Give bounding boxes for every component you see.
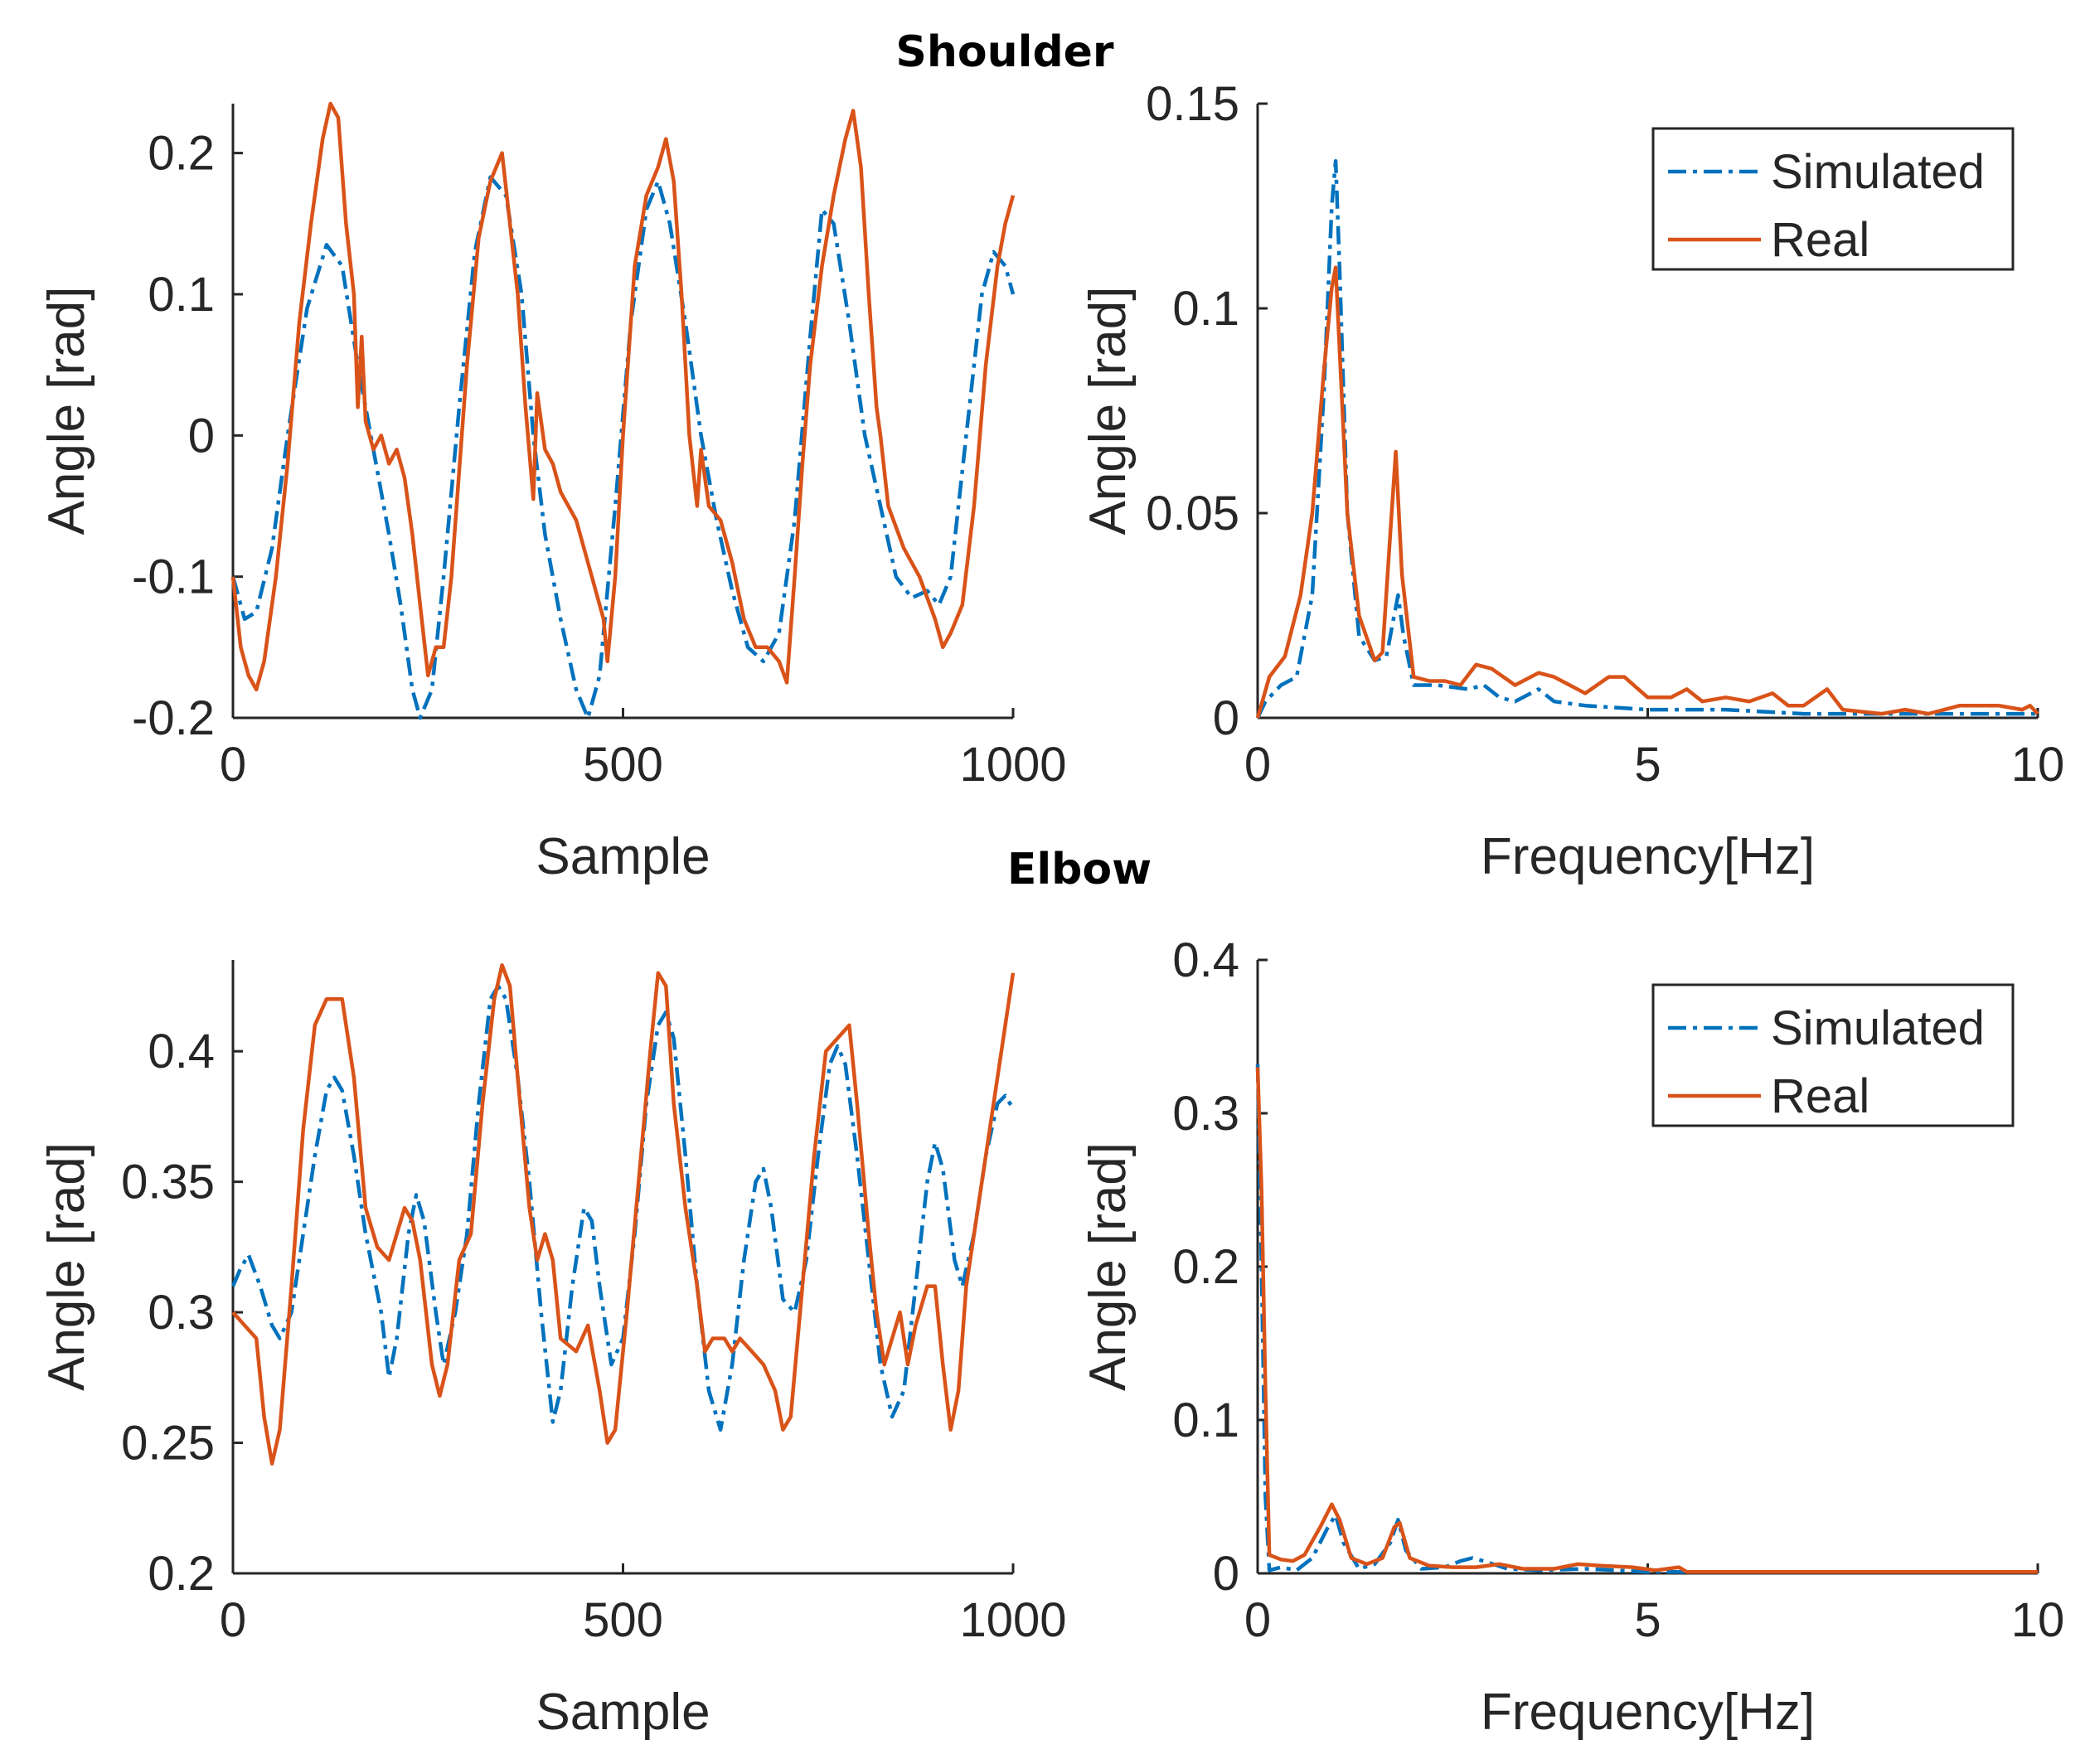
shoulder-freq-y-tick-label: 0.15 bbox=[1146, 77, 1239, 131]
shoulder-time-y-tick-label: -0.2 bbox=[132, 691, 215, 745]
shoulder-time-x-tick-label: 1000 bbox=[959, 738, 1066, 792]
elbow-time-x-tick-label: 0 bbox=[220, 1593, 246, 1647]
shoulder-freq-x-tick-label: 0 bbox=[1244, 738, 1271, 792]
shoulder-freq-y-label: Angle [rad] bbox=[1079, 287, 1137, 536]
shoulder-time-panel: 0 500 1000 -0.2 -0.1 0 0.1 0.2 Sample Angle [rad] bbox=[38, 101, 1067, 885]
shoulder-time-y-tick-label: 0.2 bbox=[148, 127, 215, 181]
shoulder-freq-legend-label-real: Real bbox=[1771, 213, 1869, 267]
elbow-freq-x-label: Frequency[Hz] bbox=[1481, 1684, 1815, 1741]
shoulder-time-x-label: Sample bbox=[536, 828, 710, 885]
elbow-freq-y-tick-label: 0.4 bbox=[1172, 933, 1239, 987]
elbow-freq-y-tick-label: 0.2 bbox=[1172, 1240, 1239, 1294]
shoulder-freq-series-real bbox=[1255, 265, 2039, 719]
elbow-freq-x-tick-label: 5 bbox=[1634, 1593, 1661, 1647]
elbow-freq-series-real bbox=[1255, 1067, 2038, 1574]
elbow-freq-legend: Simulated Real bbox=[1651, 983, 2015, 1127]
elbow-time-series-real bbox=[231, 963, 1016, 1466]
section-title-elbow: Elbow bbox=[1007, 845, 1152, 894]
elbow-freq-y-tick-label: 0.3 bbox=[1172, 1087, 1239, 1141]
elbow-freq-x-tick-label: 0 bbox=[1244, 1593, 1271, 1647]
shoulder-freq-legend: Simulated Real bbox=[1651, 127, 2015, 271]
shoulder-time-y-tick-label: 0.1 bbox=[148, 268, 215, 322]
shoulder-freq-legend-box bbox=[1651, 127, 2015, 271]
elbow-freq-legend-label-real: Real bbox=[1771, 1069, 1869, 1123]
elbow-time-x-tick-label: 1000 bbox=[959, 1593, 1066, 1647]
elbow-time-series-simulated bbox=[230, 984, 1015, 1432]
elbow-time-y-tick-label: 0.2 bbox=[148, 1547, 215, 1601]
elbow-time-y-label: Angle [rad] bbox=[38, 1142, 95, 1391]
section-title-shoulder: Shoulder bbox=[895, 27, 1114, 77]
shoulder-freq-legend-label-simulated: Simulated bbox=[1771, 145, 1985, 199]
elbow-freq-x-tick-label: 10 bbox=[2011, 1593, 2065, 1647]
elbow-freq-y-label: Angle [rad] bbox=[1079, 1142, 1137, 1391]
elbow-time-x-tick-label: 500 bbox=[583, 1593, 663, 1647]
shoulder-freq-y-tick-label: 0 bbox=[1213, 691, 1239, 745]
elbow-time-y-tick-label: 0.35 bbox=[121, 1156, 215, 1209]
shoulder-freq-x-tick-label: 10 bbox=[2011, 738, 2065, 792]
elbow-freq-legend-label-simulated: Simulated bbox=[1771, 1001, 1985, 1055]
shoulder-freq-panel: 0 5 10 0 0.05 0.1 0.15 Frequency[Hz] Angle [rad]… bbox=[1079, 77, 2064, 885]
shoulder-freq-y-tick-label: 0.1 bbox=[1172, 282, 1239, 336]
elbow-time-y-tick-label: 0.4 bbox=[148, 1025, 215, 1078]
shoulder-freq-y-tick-label: 0.05 bbox=[1146, 487, 1239, 540]
shoulder-time-y-tick-label: -0.1 bbox=[132, 550, 215, 604]
shoulder-time-series-real bbox=[230, 101, 1016, 692]
elbow-freq-y-tick-label: 0 bbox=[1213, 1547, 1239, 1601]
elbow-freq-y-tick-label: 0.1 bbox=[1172, 1393, 1239, 1447]
shoulder-time-x-tick-label: 0 bbox=[220, 738, 246, 792]
elbow-time-y-tick-label: 0.3 bbox=[148, 1286, 215, 1340]
elbow-time-x-label: Sample bbox=[536, 1684, 710, 1741]
elbow-time-panel: 0 500 1000 0.2 0.25 0.3 0.35 0.4 Sample Angle [ra… bbox=[38, 960, 1067, 1741]
shoulder-freq-x-tick-label: 5 bbox=[1634, 738, 1661, 792]
elbow-freq-series-simulated bbox=[1255, 1064, 2038, 1574]
elbow-time-y-tick-label: 0.25 bbox=[121, 1417, 215, 1471]
shoulder-time-x-tick-label: 500 bbox=[583, 738, 663, 792]
elbow-freq-panel: 0 5 10 0 0.1 0.2 0.3 0.4 Frequency[Hz] Angle [rad… bbox=[1079, 933, 2064, 1741]
shoulder-time-y-tick-label: 0 bbox=[188, 409, 215, 463]
elbow-freq-legend-box bbox=[1651, 983, 2015, 1127]
shoulder-freq-x-label: Frequency[Hz] bbox=[1481, 828, 1815, 885]
shoulder-time-y-label: Angle [rad] bbox=[38, 287, 95, 536]
